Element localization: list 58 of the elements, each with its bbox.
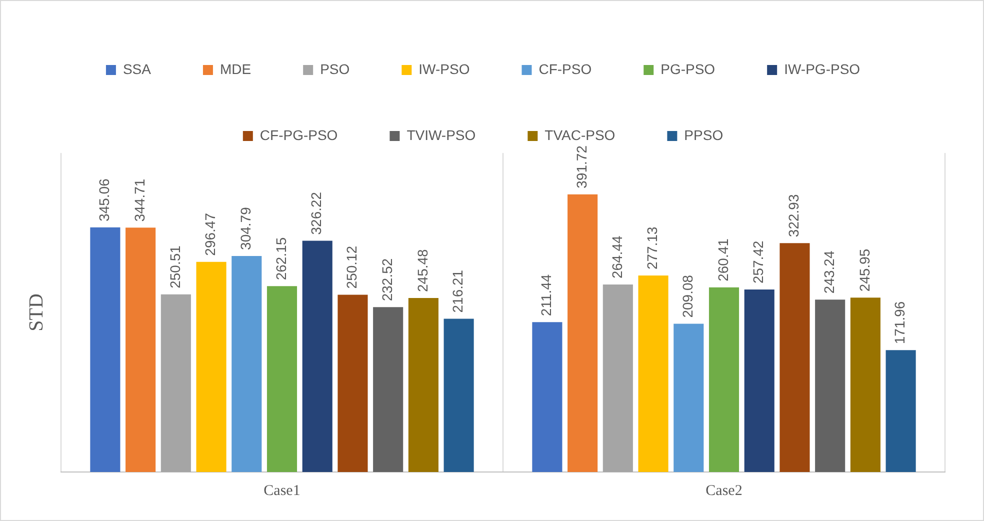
bar bbox=[708, 287, 740, 472]
data-label: 211.44 bbox=[538, 274, 554, 316]
data-label: 171.96 bbox=[892, 301, 908, 344]
data-label: 257.42 bbox=[750, 240, 766, 284]
data-label: 391.72 bbox=[573, 145, 590, 188]
legend-label: CF-PG-PSO bbox=[260, 126, 338, 143]
data-label: 250.12 bbox=[344, 246, 360, 289]
legend-label: MDE bbox=[220, 60, 252, 77]
bar bbox=[444, 318, 474, 472]
data-label: 326.22 bbox=[308, 192, 324, 235]
data-label: 243.24 bbox=[820, 250, 837, 294]
bar bbox=[160, 294, 191, 472]
bar bbox=[780, 243, 810, 472]
legend-label: TVIW-PSO bbox=[406, 126, 476, 143]
y-axis-title: STD bbox=[25, 294, 48, 332]
bar bbox=[850, 298, 880, 472]
data-label: 296.47 bbox=[202, 212, 218, 256]
bar bbox=[126, 228, 156, 472]
data-label: 264.44 bbox=[608, 236, 625, 279]
data-label: 262.15 bbox=[272, 237, 289, 280]
data-label: 209.08 bbox=[680, 274, 696, 318]
bar bbox=[373, 307, 404, 472]
bar bbox=[408, 298, 438, 472]
bar bbox=[674, 324, 704, 472]
bar bbox=[302, 240, 332, 472]
bar bbox=[90, 227, 120, 472]
bar bbox=[815, 300, 846, 472]
x-tick-label: Case2 bbox=[706, 482, 742, 499]
bar bbox=[886, 350, 916, 472]
legend-label: PPSO bbox=[684, 126, 724, 143]
data-label: 304.79 bbox=[238, 206, 254, 250]
bar bbox=[532, 322, 562, 472]
bar bbox=[196, 262, 226, 472]
legend-label: IW-PG-PSO bbox=[784, 60, 860, 77]
bar bbox=[602, 284, 633, 472]
bar bbox=[266, 286, 298, 472]
legend-label: PG-PSO bbox=[660, 60, 716, 77]
bar bbox=[232, 256, 262, 472]
bar bbox=[338, 294, 368, 472]
data-label: 345.06 bbox=[96, 178, 112, 222]
legend-label: IW-PSO bbox=[418, 60, 470, 77]
legend-label: TVAC-PSO bbox=[544, 126, 616, 143]
bar bbox=[744, 290, 774, 472]
data-label: 245.48 bbox=[414, 248, 430, 292]
data-label: 322.93 bbox=[786, 194, 802, 238]
data-label: 260.41 bbox=[714, 238, 731, 282]
data-label: 216.21 bbox=[450, 270, 466, 313]
data-label: 232.52 bbox=[378, 258, 395, 302]
legend-label: PSO bbox=[320, 60, 350, 77]
bar bbox=[638, 276, 668, 472]
data-label: 277.13 bbox=[644, 226, 660, 270]
data-label: 344.71 bbox=[131, 178, 148, 222]
legend-label: SSA bbox=[122, 60, 152, 77]
legend-label: CF-PSO bbox=[538, 60, 592, 77]
x-tick-label: Case1 bbox=[264, 482, 300, 499]
data-label: 250.51 bbox=[166, 245, 183, 288]
bar bbox=[568, 194, 598, 472]
data-label: 245.95 bbox=[856, 248, 872, 292]
